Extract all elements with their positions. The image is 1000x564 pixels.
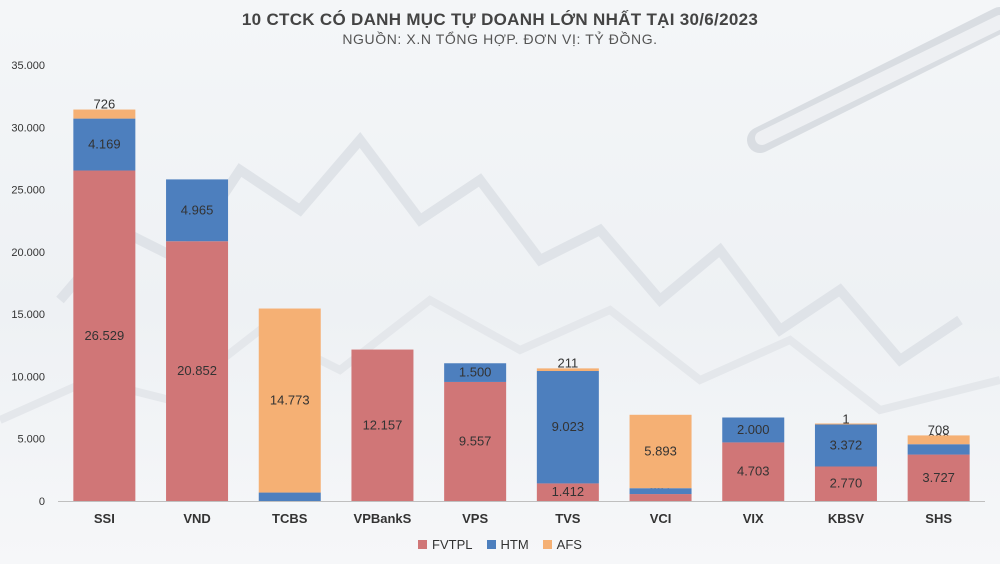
- bar-afs: [907, 435, 970, 445]
- data-label: 5.893: [644, 443, 677, 458]
- chart-title: 10 CTCK CÓ DANH MỤC TỰ DOANH LỚN NHẤT TẠ…: [241, 10, 759, 29]
- y-tick-label: 0: [39, 496, 45, 508]
- bar-fvtpl: [536, 483, 599, 501]
- legend-item-fvtpl: FVTPL: [418, 537, 473, 552]
- data-label: 1.500: [459, 365, 492, 380]
- bar-afs: [629, 414, 692, 489]
- bar-htm: [907, 444, 970, 455]
- bar-htm: [814, 424, 877, 467]
- data-label: 20.852: [177, 363, 217, 378]
- y-tick-label: 10.000: [11, 371, 45, 383]
- bar-fvtpl: [166, 241, 229, 501]
- bar-fvtpl: [907, 454, 970, 501]
- bar-htm: [536, 371, 599, 484]
- data-label: 708: [928, 422, 950, 437]
- data-label: 4.169: [88, 137, 121, 152]
- data-label: 2.000: [737, 422, 770, 437]
- data-label: 26.529: [84, 328, 124, 343]
- bar-afs: [814, 423, 877, 425]
- bar-htm: [73, 118, 136, 171]
- legend: FVTPL HTM AFS: [0, 537, 1000, 552]
- y-tick-label: 30.000: [11, 122, 45, 134]
- y-tick-label: 25.000: [11, 185, 45, 197]
- data-label: 9.557: [459, 433, 492, 448]
- legend-item-htm: HTM: [486, 537, 529, 552]
- data-label: 14.773: [270, 393, 310, 408]
- data-label: 4.965: [181, 202, 214, 217]
- data-label: 726: [93, 97, 115, 112]
- data-label: 9.023: [552, 419, 585, 434]
- legend-label-fvtpl: FVTPL: [432, 537, 473, 552]
- data-label: 12.157: [363, 417, 403, 432]
- bar-htm: [444, 363, 507, 382]
- legend-label-htm: HTM: [500, 537, 529, 552]
- bar-fvtpl: [351, 349, 414, 501]
- data-label: 3.372: [830, 437, 863, 452]
- x-tick-label: TVS: [555, 511, 581, 526]
- x-tick-label: KBSV: [828, 511, 864, 526]
- bar-htm: [629, 488, 692, 495]
- data-label: 1.412: [552, 484, 585, 499]
- legend-swatch-fvtpl: [418, 540, 428, 549]
- bar-fvtpl: [444, 381, 507, 501]
- data-label: 211: [557, 355, 578, 370]
- x-tick-label: SHS: [925, 511, 952, 526]
- legend-item-afs: AFS: [542, 537, 582, 552]
- x-tick-label: TCBS: [272, 511, 308, 526]
- bar-htm: [722, 417, 785, 443]
- bar-afs: [536, 368, 599, 372]
- bar-afs: [73, 109, 136, 119]
- y-tick-label: 5.000: [17, 434, 45, 446]
- data-label: 4.703: [737, 464, 770, 479]
- y-tick-label: 35.000: [11, 60, 45, 72]
- bar-fvtpl: [814, 466, 877, 501]
- bar-htm: [258, 492, 321, 501]
- bar-afs: [258, 308, 321, 493]
- legend-swatch-afs: [542, 540, 552, 549]
- legend-swatch-htm: [486, 540, 496, 549]
- bar-fvtpl: [73, 170, 136, 501]
- chart-subtitle: NGUỒN: X.N TỔNG HỢP. ĐƠN VỊ: TỶ ĐỒNG.: [342, 31, 658, 47]
- x-tick-label: SSI: [94, 511, 115, 526]
- data-label: 3.727: [922, 470, 955, 485]
- x-tick-label: VIX: [743, 511, 764, 526]
- x-tick-label: VCI: [650, 511, 672, 526]
- bar-fvtpl: [629, 494, 692, 501]
- bar-htm: [166, 179, 229, 242]
- x-tick-label: VPS: [462, 511, 488, 526]
- bar-fvtpl: [722, 442, 785, 501]
- x-tick-label: VND: [183, 511, 210, 526]
- legend-label-afs: AFS: [556, 537, 582, 552]
- data-label: 1: [842, 411, 849, 426]
- data-label: 2.770: [830, 476, 863, 491]
- x-tick-label: VPBankS: [354, 511, 412, 526]
- y-tick-label: 20.000: [11, 247, 45, 259]
- y-tick-label: 15.000: [11, 309, 45, 321]
